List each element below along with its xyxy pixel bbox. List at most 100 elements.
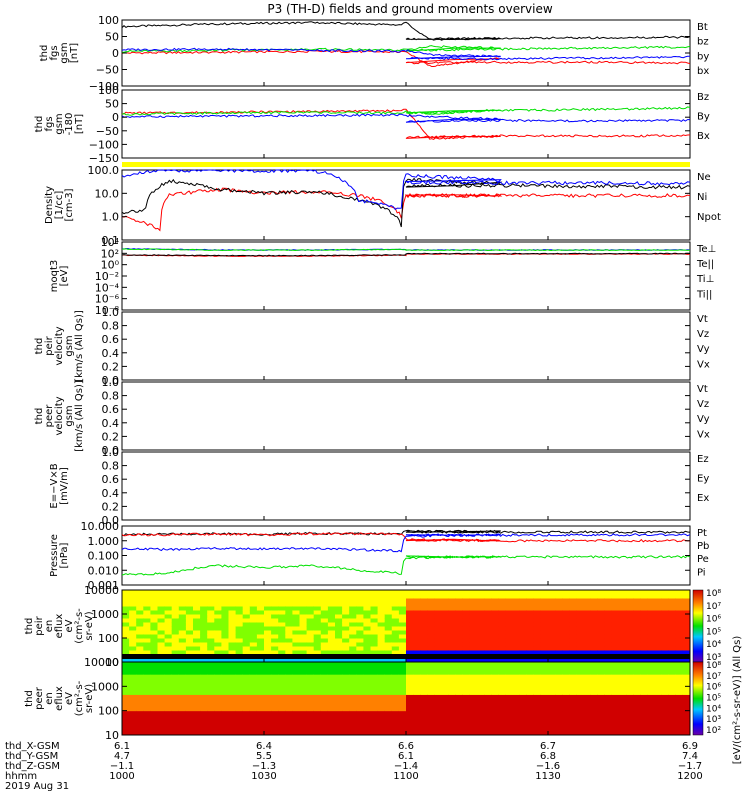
- spectrogram-cell: [242, 666, 251, 671]
- spectrogram-cell: [285, 642, 293, 647]
- spectrogram-cell: [682, 714, 690, 720]
- spectrogram-cell: [320, 642, 329, 647]
- spectrogram-cell: [569, 686, 577, 691]
- spectrogram-cell: [555, 646, 563, 651]
- spectrogram-cell: [668, 698, 677, 704]
- spectrogram-cell: [185, 686, 194, 691]
- spectrogram-cell: [668, 630, 677, 635]
- spectrogram-cell: [363, 590, 371, 595]
- spectrogram-cell: [363, 726, 371, 732]
- spectrogram-cell: [448, 674, 457, 679]
- spectrogram-cell: [200, 646, 208, 651]
- spectrogram-cell: [264, 626, 272, 631]
- spectrogram-cell: [626, 690, 634, 695]
- spectrogram-cell: [363, 638, 371, 643]
- spectrogram-cell: [654, 590, 663, 595]
- spectrogram-cell: [249, 706, 258, 712]
- spectrogram-cell: [477, 634, 485, 639]
- spectrogram-cell: [150, 650, 158, 655]
- spectrogram-cell: [498, 722, 506, 728]
- spectrogram-cell: [342, 694, 350, 699]
- spectrogram-cell: [682, 606, 690, 611]
- spectrogram-cell: [278, 662, 286, 667]
- spectrogram-cell: [548, 714, 556, 720]
- legend-entry: Pt: [697, 528, 707, 539]
- spectrogram-cell: [413, 710, 421, 716]
- spectrogram-cell: [157, 706, 166, 712]
- spectrogram-cell: [484, 610, 492, 615]
- spectrogram-cell: [398, 714, 407, 720]
- spectrogram-cell: [384, 590, 393, 595]
- spectrogram-cell: [540, 638, 549, 643]
- spectrogram-cell: [441, 710, 450, 716]
- spectrogram-cell: [462, 606, 471, 611]
- spectrogram-cell: [406, 726, 414, 732]
- spectrogram-cell: [242, 618, 251, 623]
- spectrogram-cell: [540, 702, 549, 708]
- spectrogram-cell: [122, 606, 130, 611]
- spectrogram-cell: [569, 618, 577, 623]
- spectrogram-cell: [221, 634, 229, 639]
- spectrogram-cell: [462, 730, 471, 735]
- spectrogram-cell: [207, 726, 215, 732]
- spectrogram-cell: [640, 594, 648, 599]
- spectrogram-cell: [469, 662, 478, 667]
- y-tick-label: 10⁴: [101, 236, 120, 249]
- spectrogram-cell: [491, 650, 499, 655]
- spectrogram-cell: [335, 598, 343, 603]
- spectrogram-cell: [484, 726, 492, 732]
- spectrogram-cell: [256, 614, 265, 619]
- spectrogram-cell: [384, 626, 393, 631]
- spectrogram-cell: [519, 682, 528, 687]
- spectrogram-cell: [469, 602, 478, 607]
- spectrogram-cell: [256, 690, 265, 695]
- spectrogram-cell: [320, 618, 329, 623]
- y-axis-label: Pressure [nPa]: [49, 534, 70, 577]
- spectrogram-cell: [320, 662, 329, 667]
- spectrogram-cell: [178, 730, 187, 735]
- y-axis-label-line: gsm: [59, 42, 70, 63]
- spectrogram-cell: [200, 638, 208, 643]
- spectrogram-cell: [533, 590, 542, 595]
- y-axis-label-line: peer: [34, 686, 45, 710]
- spectrogram-cell: [356, 646, 364, 651]
- spectrogram-cell: [228, 686, 237, 691]
- spectrogram-cell: [427, 706, 435, 712]
- spectrogram-cell: [533, 622, 542, 627]
- spectrogram-cell: [391, 634, 400, 639]
- spectrogram-cell: [569, 638, 577, 643]
- spectrogram-cell: [540, 658, 549, 662]
- spectrogram-cell: [164, 730, 173, 735]
- y-axis: 1.00.80.60.40.20.0: [102, 306, 690, 387]
- spectrogram-cell: [313, 614, 322, 619]
- spectrogram-cell: [562, 606, 570, 611]
- spectrogram-cell: [555, 598, 563, 603]
- spectrogram-cell: [668, 710, 677, 716]
- spectrogram-cell: [292, 694, 300, 699]
- spectrogram-cell: [462, 722, 471, 728]
- spectrogram-cell: [604, 674, 613, 679]
- spectrogram-cell: [455, 594, 464, 599]
- spectrogram-cell: [349, 702, 357, 708]
- spectrogram-cell: [285, 598, 293, 603]
- spectrogram-cell: [214, 602, 222, 607]
- spectrogram-cell: [654, 666, 663, 671]
- spectrogram-cell: [512, 706, 521, 712]
- spectrogram-cell: [526, 630, 535, 635]
- spectrogram-cell: [427, 730, 435, 735]
- spectrogram-cell: [455, 626, 464, 631]
- spectrogram-cell: [164, 666, 173, 671]
- spectrogram-cell: [335, 646, 343, 651]
- spectrogram-cell: [242, 634, 251, 639]
- spectrogram-cell: [136, 694, 144, 699]
- spectrogram-cell: [136, 590, 144, 595]
- y-tick-label: 10⁻⁸: [95, 304, 120, 317]
- spectrogram-cell: [320, 694, 329, 699]
- spectrogram-cell: [434, 710, 442, 716]
- spectrogram-cell: [484, 622, 492, 627]
- spectrogram-cell: [391, 678, 400, 683]
- spectrogram-cell: [682, 706, 690, 712]
- spectrogram-cell: [647, 638, 655, 643]
- spectrogram-cell: [221, 642, 229, 647]
- spectrogram-cell: [221, 678, 229, 683]
